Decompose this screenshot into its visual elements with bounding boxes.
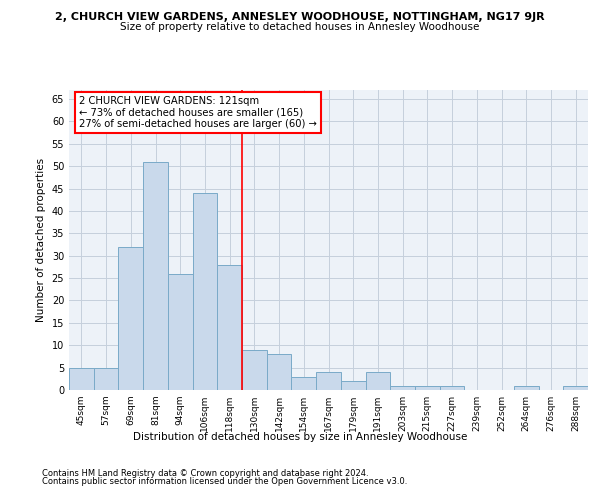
Bar — [365, 372, 390, 390]
Bar — [168, 274, 193, 390]
Text: Contains public sector information licensed under the Open Government Licence v3: Contains public sector information licen… — [42, 477, 407, 486]
Bar — [390, 386, 415, 390]
Bar — [94, 368, 118, 390]
Text: Distribution of detached houses by size in Annesley Woodhouse: Distribution of detached houses by size … — [133, 432, 467, 442]
Text: 2, CHURCH VIEW GARDENS, ANNESLEY WOODHOUSE, NOTTINGHAM, NG17 9JR: 2, CHURCH VIEW GARDENS, ANNESLEY WOODHOU… — [55, 12, 545, 22]
Bar — [563, 386, 588, 390]
Bar — [415, 386, 440, 390]
Bar — [118, 246, 143, 390]
Bar — [242, 350, 267, 390]
Bar — [292, 376, 316, 390]
Text: Size of property relative to detached houses in Annesley Woodhouse: Size of property relative to detached ho… — [121, 22, 479, 32]
Text: 2 CHURCH VIEW GARDENS: 121sqm
← 73% of detached houses are smaller (165)
27% of : 2 CHURCH VIEW GARDENS: 121sqm ← 73% of d… — [79, 96, 317, 129]
Bar — [341, 381, 365, 390]
Bar — [316, 372, 341, 390]
Bar — [69, 368, 94, 390]
Bar — [514, 386, 539, 390]
Text: Contains HM Land Registry data © Crown copyright and database right 2024.: Contains HM Land Registry data © Crown c… — [42, 468, 368, 477]
Bar — [267, 354, 292, 390]
Bar — [193, 193, 217, 390]
Y-axis label: Number of detached properties: Number of detached properties — [36, 158, 46, 322]
Bar — [217, 264, 242, 390]
Bar — [440, 386, 464, 390]
Bar — [143, 162, 168, 390]
